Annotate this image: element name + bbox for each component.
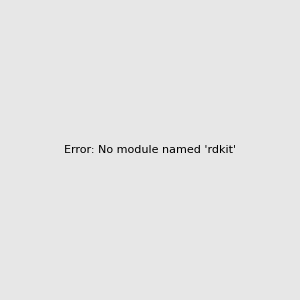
Text: Error: No module named 'rdkit': Error: No module named 'rdkit' (64, 145, 236, 155)
